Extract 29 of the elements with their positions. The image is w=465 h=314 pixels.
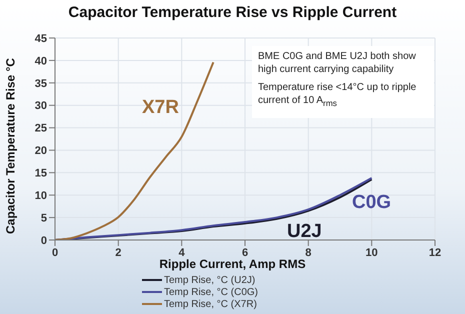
y-tick-label: 10 <box>34 190 47 202</box>
y-tick-label: 5 <box>40 212 47 224</box>
y-tick-label: 15 <box>34 168 47 180</box>
x-tick-label: 0 <box>52 246 58 259</box>
x-tick-label: 12 <box>428 246 442 259</box>
y-tick-label: 30 <box>34 100 47 112</box>
x-tick-label: 6 <box>242 246 248 259</box>
y-axis-title: Capacitor Temperature Rise °C <box>3 58 18 234</box>
y-tick-label: 0 <box>40 234 47 247</box>
y-tick-label: 20 <box>34 145 47 158</box>
legend-label: Temp Rise, °C (U2J) <box>164 274 256 286</box>
x-tick-label: 2 <box>115 246 122 259</box>
y-tick-label: 40 <box>34 55 47 68</box>
x-axis-title: Ripple Current, Amp RMS <box>158 257 307 271</box>
x-tick-label: 4 <box>178 246 186 259</box>
chart-title: Capacitor Temperature Rise vs Ripple Current <box>67 4 398 21</box>
y-tick-label: 25 <box>34 122 47 135</box>
line-series <box>55 61 214 240</box>
x-tick-label: 8 <box>305 246 312 259</box>
annotation: C0G <box>352 192 392 213</box>
annotation: X7R <box>142 97 179 118</box>
annotation: U2J <box>287 221 322 242</box>
y-tick-label: 45 <box>34 32 47 45</box>
legend-label: Temp Rise, °C (X7R) <box>164 298 257 310</box>
legend-label: Temp Rise, °C (C0G) <box>164 286 258 298</box>
annotation: Temperature rise <14°C up to ripple current of 10 A$_{rms}$ <box>258 81 418 109</box>
annotation: BME C0G and BME U2J both show high current carrying capability <box>258 50 417 76</box>
x-tick-label: 10 <box>366 246 378 259</box>
y-tick-label: 35 <box>34 78 47 90</box>
